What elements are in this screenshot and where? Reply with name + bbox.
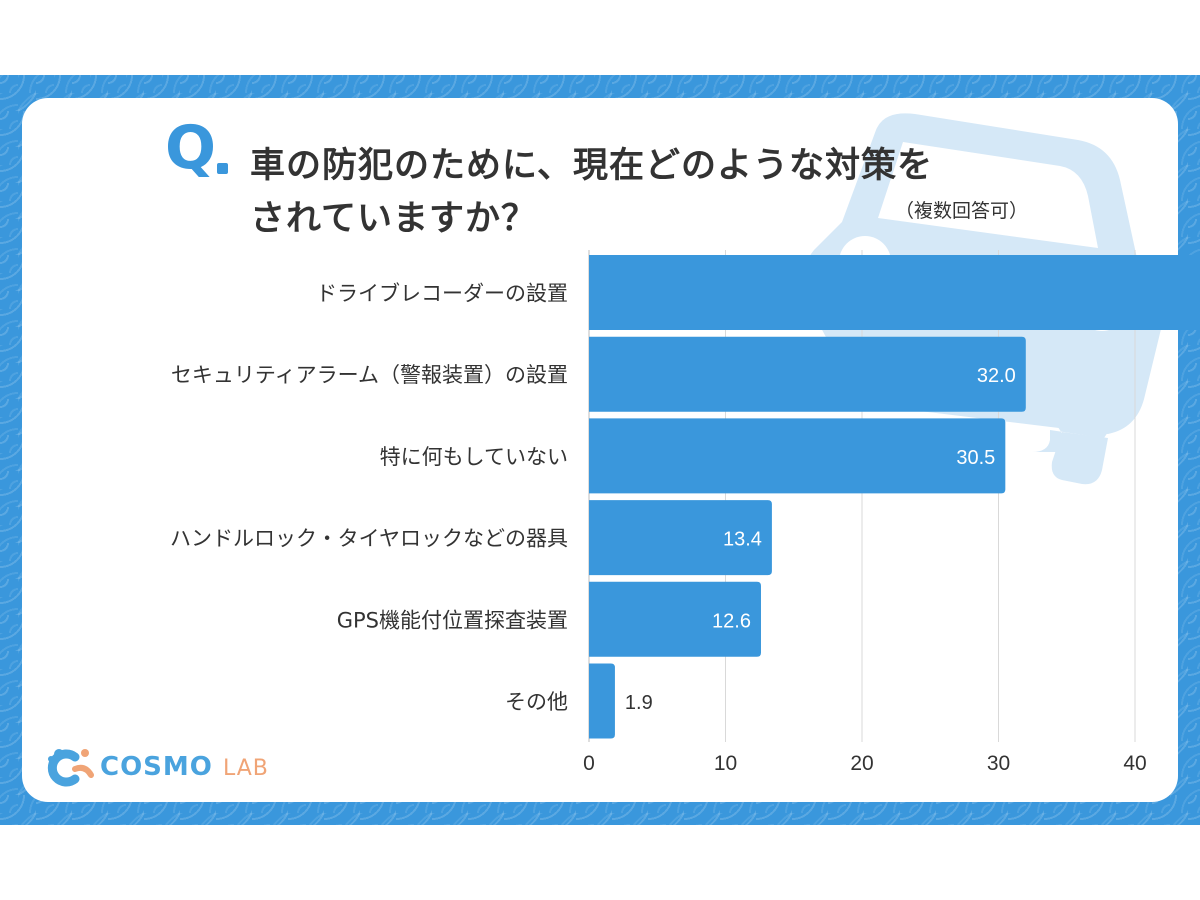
x-tick-label: 20 — [850, 752, 873, 775]
category-label: セキュリティアラーム（警報装置）の設置 — [171, 363, 568, 387]
data-label: 1.9 — [625, 692, 653, 714]
bar — [589, 255, 1200, 330]
bar — [589, 500, 772, 576]
bar — [589, 418, 1006, 494]
question-title-line-1: 車の防犯のために、現在どのような対策を — [250, 146, 933, 186]
category-label: ドライブレコーダーの設置 — [316, 282, 568, 306]
data-label: 30.5 — [956, 447, 995, 469]
category-label: ハンドルロック・タイヤロックなどの器具 — [170, 527, 568, 551]
logo-text: COSMO LAB — [100, 752, 269, 782]
multiple-answer-note: （複数回答可） — [895, 200, 1029, 222]
bar — [589, 581, 761, 657]
logo-name: COSMO — [100, 752, 213, 782]
x-tick-label: 40 — [1123, 752, 1146, 775]
x-tick-label: 30 — [987, 752, 1010, 775]
bar — [589, 663, 615, 739]
data-label: 13.4 — [723, 529, 762, 551]
logo-suffix: LAB — [222, 756, 269, 781]
question-title-line-2: されていますか？ — [250, 199, 537, 239]
question-dot — [217, 163, 228, 174]
bar — [589, 336, 1026, 412]
data-label: 12.6 — [712, 610, 751, 632]
cosmo-lab-logo-icon — [47, 749, 94, 787]
x-tick-label: 0 — [583, 752, 595, 775]
x-tick-label: 10 — [714, 752, 737, 775]
data-label: 32.0 — [977, 365, 1016, 387]
category-label: その他 — [505, 690, 568, 714]
question-mark-q: Q — [165, 113, 217, 183]
category-label: GPS機能付位置探査装置 — [337, 608, 568, 632]
category-label: 特に何もしていない — [380, 445, 568, 469]
